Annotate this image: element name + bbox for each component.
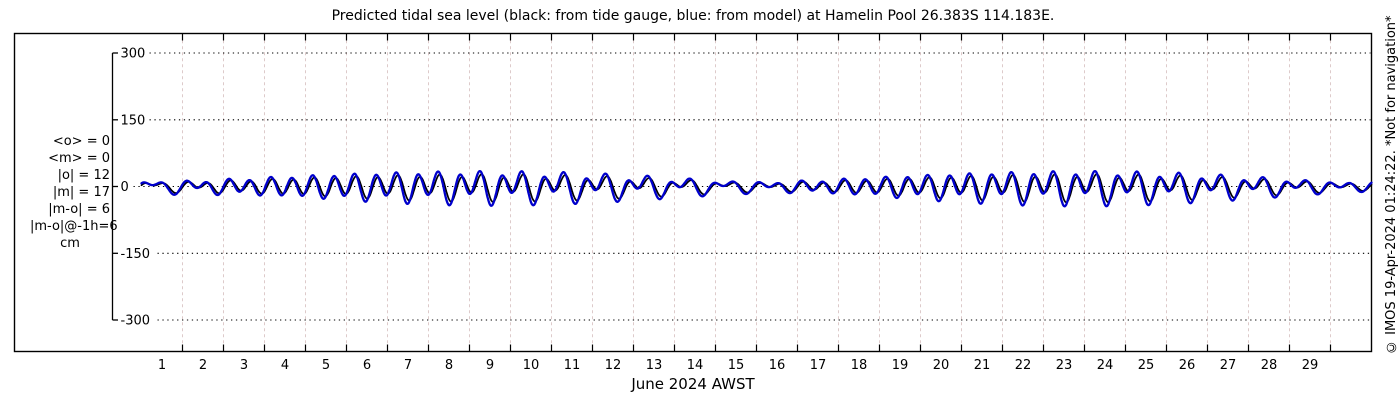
- stats-unit: cm: [60, 236, 80, 251]
- stat-line: |m| = 17: [52, 185, 110, 200]
- y-tick-label: 150: [121, 113, 146, 128]
- x-day-label: 9: [486, 358, 494, 373]
- x-day-label: 23: [1056, 358, 1073, 373]
- x-day-label: 4: [281, 358, 289, 373]
- x-day-label: 19: [892, 358, 909, 373]
- y-tick-label: -300: [121, 314, 151, 329]
- x-day-label: 7: [404, 358, 412, 373]
- x-day-label: 21: [974, 358, 991, 373]
- x-day-label: 22: [1015, 358, 1032, 373]
- x-day-label: 6: [363, 358, 371, 373]
- stat-line: |o| = 12: [57, 168, 110, 183]
- x-day-label: 27: [1220, 358, 1237, 373]
- stat-line: <m> = 0: [48, 151, 110, 166]
- watermark-copyright: © IMOS 19-Apr-2024 01:24:22. *Not for na…: [1384, 15, 1399, 354]
- x-day-label: 3: [240, 358, 248, 373]
- x-day-label: 12: [605, 358, 622, 373]
- y-tick-label: -150: [121, 247, 151, 262]
- x-day-label: 26: [1179, 358, 1196, 373]
- y-tick-label: 300: [121, 47, 146, 62]
- stats-panel: <o> = 0 <m> = 0 |o| = 12 |m| = 17 |m-o| = 6 |…: [30, 133, 118, 252]
- y-tick-label: 0: [121, 180, 129, 195]
- x-day-label: 24: [1097, 358, 1114, 373]
- x-day-label: 28: [1261, 358, 1278, 373]
- x-day-label: 14: [687, 358, 704, 373]
- x-day-label: 10: [523, 358, 540, 373]
- x-day-label: 1: [158, 358, 166, 373]
- stat-line: |m-o|@-1h=6: [30, 219, 118, 234]
- y-axis-spine: [111, 52, 118, 321]
- x-day-label: 11: [564, 358, 581, 373]
- vertical-gridlines: [182, 34, 1331, 351]
- x-axis-day-labels: 1 2 3 4 5 6 7 8 9 10 11 12 13 14 15 16 17 18 19 20 21 22 23 24 2…: [158, 358, 1318, 373]
- x-day-label: 8: [445, 358, 453, 373]
- model-line: [140, 169, 1373, 208]
- x-axis-ticks: [181, 33, 1332, 352]
- y-axis-tick-labels: 300 150 0 -150 -300: [121, 47, 151, 329]
- x-day-label: 17: [810, 358, 827, 373]
- x-day-label: 5: [322, 358, 330, 373]
- x-day-label: 18: [851, 358, 868, 373]
- x-axis-title: June 2024 AWST: [630, 375, 755, 393]
- x-day-label: 13: [646, 358, 663, 373]
- plot-frame: [13, 32, 1373, 353]
- x-day-label: 16: [769, 358, 786, 373]
- x-day-label: 29: [1302, 358, 1319, 373]
- x-day-label: 15: [728, 358, 745, 373]
- stat-line: <o> = 0: [52, 134, 110, 149]
- x-day-label: 25: [1138, 358, 1155, 373]
- x-day-label: 20: [933, 358, 950, 373]
- stat-line: |m-o| = 6: [48, 202, 110, 217]
- x-day-label: 2: [199, 358, 207, 373]
- chart-title: Predicted tidal sea level (black: from t…: [331, 8, 1055, 24]
